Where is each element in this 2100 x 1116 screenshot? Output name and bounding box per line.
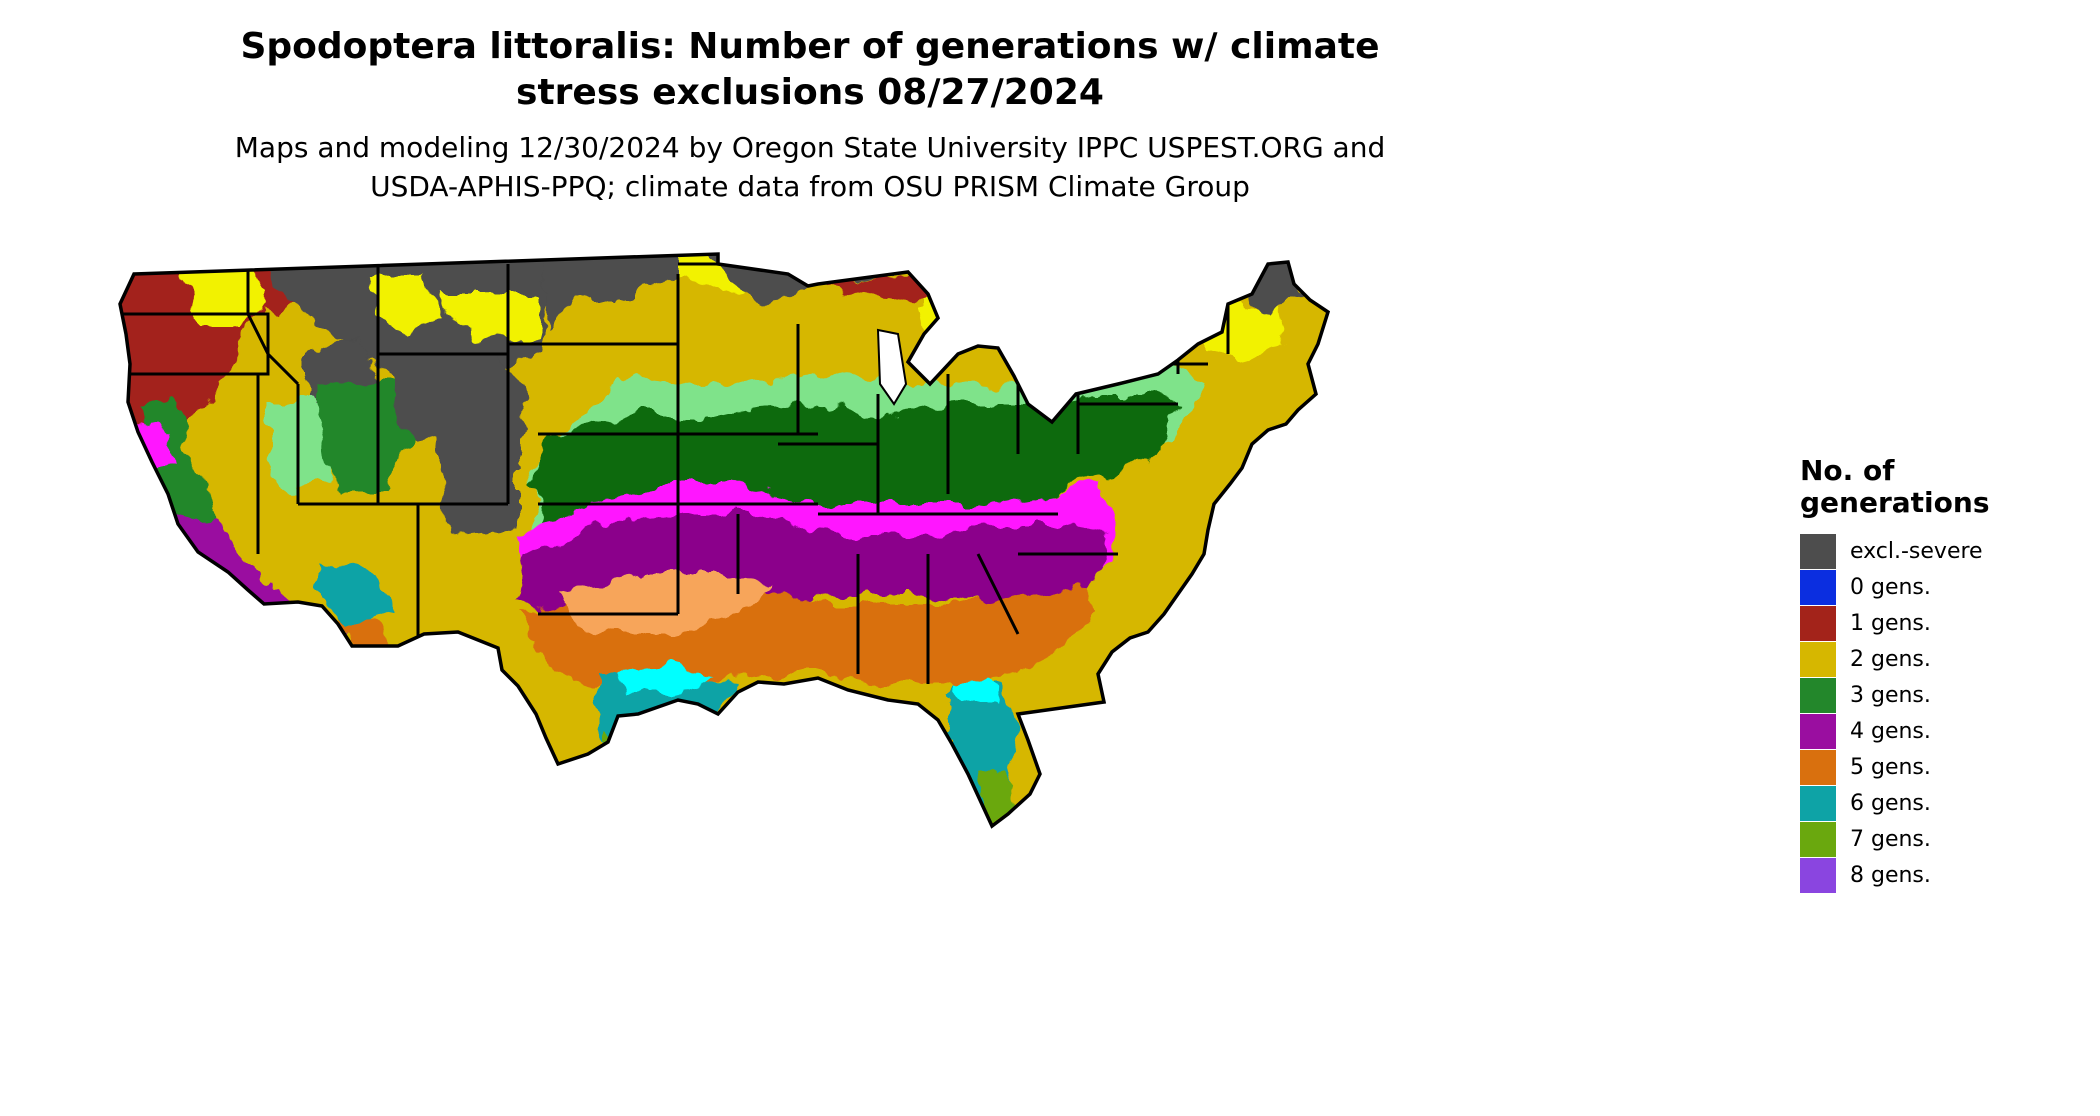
legend: No. of generations excl.-severe 0 gens. 1 …: [1800, 455, 2090, 893]
legend-label: 2 gens.: [1850, 646, 1931, 672]
legend-swatch: [1800, 713, 1836, 749]
legend-swatch: [1800, 533, 1836, 569]
legend-title: No. of generations: [1800, 454, 1990, 519]
legend-swatch: [1800, 821, 1836, 857]
legend-item: 2 gens.: [1800, 641, 2090, 677]
legend-item: 5 gens.: [1800, 749, 2090, 785]
map-subtitle: Maps and modeling 12/30/2024 by Oregon S…: [234, 131, 1386, 203]
legend-swatch: [1800, 677, 1836, 713]
legend-item: 3 gens.: [1800, 677, 2090, 713]
legend-label: 4 gens.: [1850, 718, 1931, 744]
legend-swatch: [1800, 641, 1836, 677]
climate-zones: [120, 254, 1328, 826]
legend-label: 1 gens.: [1850, 610, 1931, 636]
legend-swatch: [1800, 749, 1836, 785]
legend-swatch: [1800, 785, 1836, 821]
legend-label: 0 gens.: [1850, 574, 1931, 600]
generations-map: [118, 252, 1331, 829]
legend-item: excl.-severe: [1800, 533, 2090, 569]
legend-label: excl.-severe: [1850, 538, 1983, 564]
legend-item: 0 gens.: [1800, 569, 2090, 605]
us-outline: [118, 252, 1331, 829]
lake-michigan: [876, 328, 908, 406]
map-title: Spodoptera littoralis: Number of generat…: [240, 26, 1380, 113]
legend-label: 3 gens.: [1850, 682, 1931, 708]
legend-swatch: [1800, 857, 1836, 893]
legend-item: 1 gens.: [1800, 605, 2090, 641]
legend-item: 8 gens.: [1800, 857, 2090, 893]
legend-swatch: [1800, 569, 1836, 605]
legend-label: 7 gens.: [1850, 826, 1931, 852]
legend-swatch: [1800, 605, 1836, 641]
legend-item: 6 gens.: [1800, 785, 2090, 821]
legend-item: 7 gens.: [1800, 821, 2090, 857]
legend-label: 6 gens.: [1850, 790, 1931, 816]
legend-label: 5 gens.: [1850, 754, 1931, 780]
legend-label: 8 gens.: [1850, 862, 1931, 888]
state-boundaries: [120, 254, 1230, 684]
legend-item: 4 gens.: [1800, 713, 2090, 749]
